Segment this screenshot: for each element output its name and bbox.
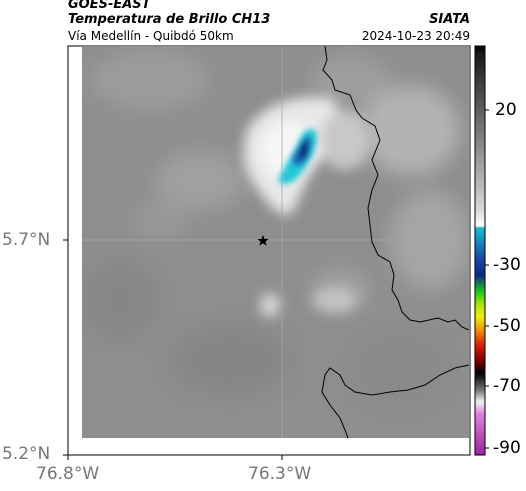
border-line <box>321 364 469 438</box>
colorbar-tick: -90 <box>493 438 521 458</box>
agency-label: SIATA <box>429 12 470 27</box>
colorbar-tick: 20 <box>495 100 517 120</box>
colorbar-tick: -50 <box>493 316 521 336</box>
lat-label: 5.7°N <box>2 230 51 250</box>
satellite-image <box>82 46 469 438</box>
lon-label: 76.8°W <box>36 464 100 484</box>
star-icon <box>257 235 269 246</box>
route-subtitle: Vía Medellín - Quibdó 50km <box>68 29 234 43</box>
lat-label: 5.2°N <box>2 444 51 464</box>
colorbar <box>474 45 489 456</box>
border-line <box>322 46 469 331</box>
lon-label: 76.3°W <box>248 464 312 484</box>
colorbar-tick: -70 <box>493 376 521 396</box>
product-title: Temperatura de Brillo CH13 <box>68 12 271 27</box>
datetime-label: 2024-10-23 20:49 <box>361 29 470 43</box>
colorbar-tick: -30 <box>493 255 521 275</box>
satellite-title: GOES-EAST <box>68 0 151 12</box>
